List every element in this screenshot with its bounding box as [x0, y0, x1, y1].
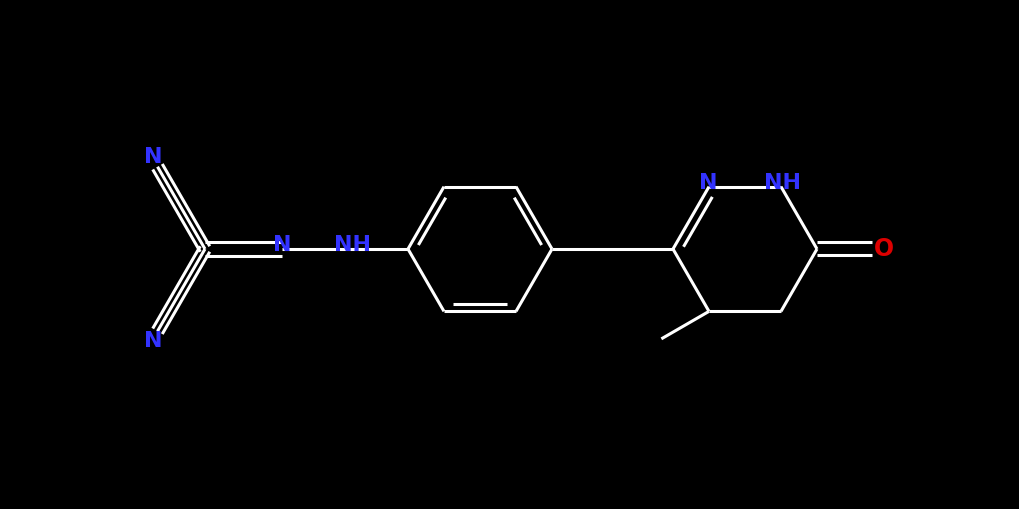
- Text: NH: NH: [764, 173, 802, 192]
- Text: N: N: [699, 173, 717, 192]
- Text: N: N: [145, 331, 163, 351]
- Text: N: N: [145, 147, 163, 167]
- Text: N: N: [273, 235, 291, 255]
- Text: O: O: [874, 237, 894, 261]
- Text: NH: NH: [333, 235, 371, 255]
